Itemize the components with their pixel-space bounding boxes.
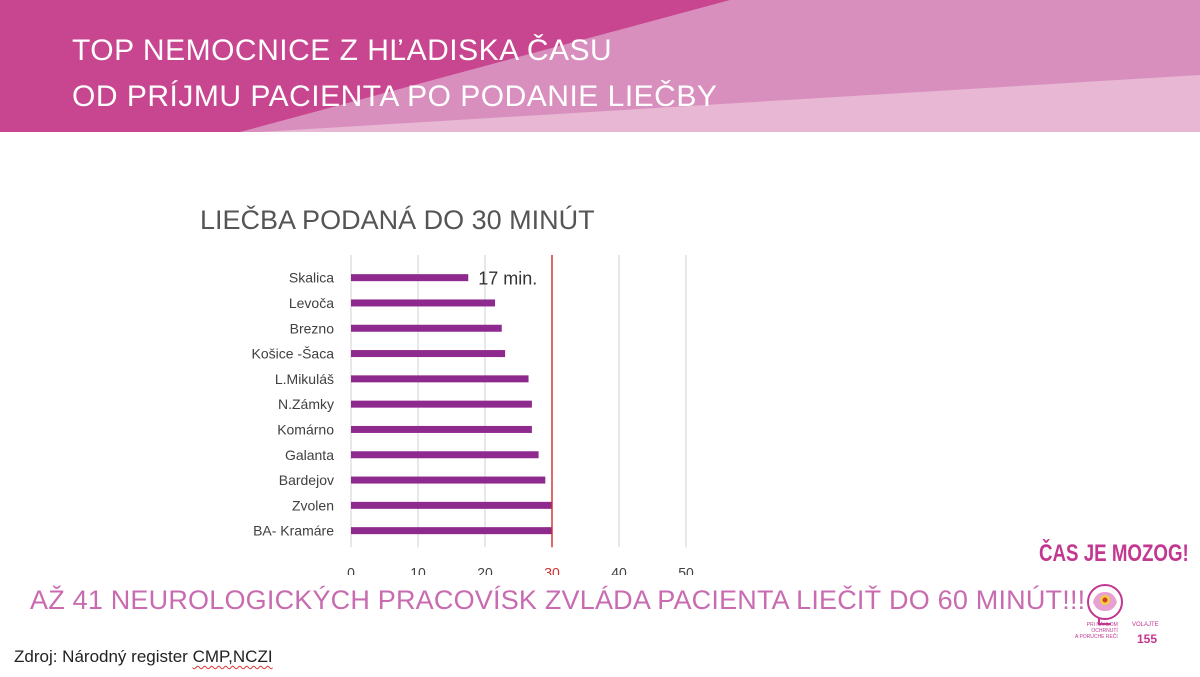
- bar-Košice -Šaca: [351, 350, 506, 358]
- bar-Levoča: [351, 299, 496, 307]
- category-label: N.Zámky: [278, 396, 334, 412]
- source-prefix: Zdroj: Národný register: [14, 647, 193, 666]
- category-label: Levoča: [289, 295, 334, 311]
- bar-Skalica: [351, 274, 469, 282]
- category-label: Skalica: [289, 270, 334, 286]
- brain-icon: [1087, 584, 1123, 625]
- category-label: Brezno: [290, 320, 335, 336]
- bar-BA- Kramáre: [351, 527, 552, 535]
- category-label: BA- Kramáre: [253, 523, 334, 539]
- bar-Zvolen: [351, 501, 552, 509]
- bar-Galanta: [351, 451, 539, 459]
- category-label: Bardejov: [279, 472, 334, 488]
- logo-call-text: VOLAJTE: [1132, 622, 1159, 628]
- category-label: Galanta: [285, 447, 334, 463]
- bar-Bardejov: [351, 476, 546, 484]
- bar-Brezno: [351, 324, 502, 332]
- category-label: L.Mikuláš: [275, 371, 334, 387]
- bottom-message: AŽ 41 NEUROLOGICKÝCH PRACOVÍSK ZVLÁDA PA…: [30, 585, 1086, 615]
- category-label: Košice -Šaca: [252, 346, 335, 362]
- header-banner: TOP NEMOCNICE Z HĽADISKA ČASU OD PRÍJMU …: [0, 0, 1200, 132]
- chart-title: LIEČBA PODANÁ DO 30 MINÚT: [200, 205, 595, 235]
- category-label: Zvolen: [292, 497, 334, 513]
- bar-chart: Skalica Levoča Brezno Košice -Šaca L.Mikuláš…: [252, 255, 694, 575]
- logo-title: ČAS JE MOZOG!: [1039, 540, 1189, 567]
- source-note: Zdroj: Národný register CMP,NCZI: [14, 647, 273, 667]
- logo-number: 155: [1137, 632, 1158, 646]
- x-tick-label: 10: [410, 564, 426, 575]
- bar-L.Mikuláš: [351, 375, 529, 383]
- x-tick-label: 40: [611, 564, 627, 575]
- bar-N.Zámky: [351, 400, 532, 408]
- category-label: Komárno: [277, 421, 334, 437]
- page-title-line-2: OD PRÍJMU PACIENTA PO PODANIE LIEČBY: [72, 80, 718, 113]
- campaign-logo: ČAS JE MOZOG! PRI NÁHLOM OCHRNUTÍ A PORU…: [1035, 540, 1189, 650]
- x-tick-label: 30: [544, 564, 560, 575]
- bar-Komárno: [351, 425, 532, 433]
- source-register: CMP,NCZI: [192, 647, 273, 666]
- page-title-line-1: TOP NEMOCNICE Z HĽADISKA ČASU: [72, 34, 613, 67]
- header-background: [0, 0, 1200, 132]
- annotation-17-min: 17 min.: [478, 269, 537, 289]
- logo-small-text: PRI NÁHLOM OCHRNUTÍ A PORUCHE REČI: [1075, 622, 1118, 640]
- x-tick-label: 20: [477, 564, 493, 575]
- x-tick-label: 0: [347, 564, 355, 575]
- x-tick-label: 50: [678, 564, 694, 575]
